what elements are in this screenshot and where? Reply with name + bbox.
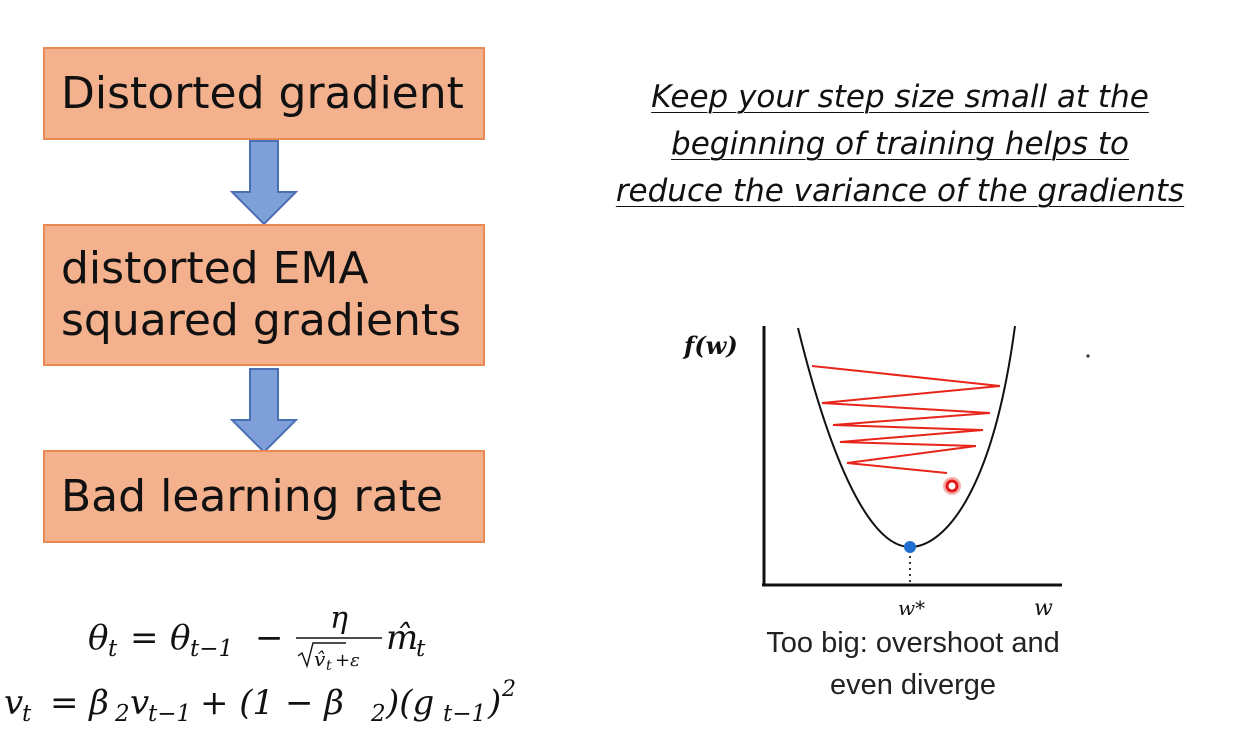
current-point-icon	[945, 479, 959, 493]
subscript: t	[416, 636, 426, 662]
subscript: t−1	[443, 701, 486, 727]
subscript: t	[326, 658, 332, 674]
beta-term: = β	[50, 683, 109, 723]
plus-term: + (1 − β	[200, 683, 344, 723]
note-line: beginning of training helps to	[671, 126, 1129, 162]
subscript: t	[22, 701, 32, 727]
theta-symbol: θ	[88, 618, 108, 658]
flow-box-distorted-gradient: Distorted gradient	[43, 47, 485, 140]
flow-box-bad-learning-rate: Bad learning rate	[43, 450, 485, 543]
note-line: reduce the variance of the gradients	[615, 173, 1185, 209]
subscript: 2	[114, 701, 130, 727]
minimum-point-icon	[904, 541, 916, 553]
minus-sign: −	[255, 618, 284, 658]
overshoot-path	[811, 365, 1001, 474]
stray-dot	[1086, 354, 1090, 358]
ema-formula: v t = β 2 v t−1 + (1 − β 2 )(g t−1 ) 2	[4, 677, 516, 727]
overshoot-plot: f(w) w* w	[682, 325, 1090, 621]
close-paren: )	[487, 683, 501, 723]
superscript: 2	[501, 677, 516, 702]
x-axis-label: w	[1034, 596, 1053, 621]
subscript: t−1	[190, 636, 233, 662]
m-hat-symbol: m̂	[386, 618, 418, 658]
flow-box-distorted-ema: distorted EMA squared gradients	[43, 224, 485, 366]
theta-symbol: θ	[170, 618, 190, 658]
minimum-label: w*	[898, 596, 925, 620]
down-arrow-icon	[230, 368, 298, 454]
subscript: t−1	[148, 701, 191, 727]
sqrt-icon	[297, 642, 346, 669]
down-arrow-icon	[230, 140, 298, 226]
denominator-tail: +ε	[335, 650, 360, 671]
caption-line: even diverge	[829, 669, 997, 701]
caption-line: Too big: overshoot and	[766, 627, 1060, 659]
flow-box-label: Bad learning rate	[61, 470, 443, 522]
equals-sign: =	[130, 618, 159, 658]
adam-formulas: θ t = θ t−1 − η v̂ t +ε m̂ t v t = β 2 v…	[4, 601, 516, 727]
subscript: 2	[370, 701, 386, 727]
eta-symbol: η	[330, 601, 348, 636]
update-formula: θ t = θ t−1 − η v̂ t +ε m̂ t	[88, 601, 426, 674]
denominator-v: v̂	[314, 647, 326, 671]
step-size-note: Keep your step size small at the beginni…	[583, 74, 1217, 215]
note-line: Keep your step size small at the	[651, 79, 1149, 115]
plot-caption: Too big: overshoot and even diverge	[718, 622, 1108, 706]
subscript: t	[108, 636, 118, 662]
y-axis-label: f(w)	[682, 331, 738, 360]
flow-box-label: squared gradients	[61, 295, 462, 346]
v-symbol: v	[130, 683, 149, 723]
flow-box-label: distorted EMA	[61, 243, 369, 294]
flow-box-label: Distorted gradient	[61, 67, 464, 119]
g-term: )(g	[385, 683, 434, 723]
v-symbol: v	[4, 683, 23, 723]
